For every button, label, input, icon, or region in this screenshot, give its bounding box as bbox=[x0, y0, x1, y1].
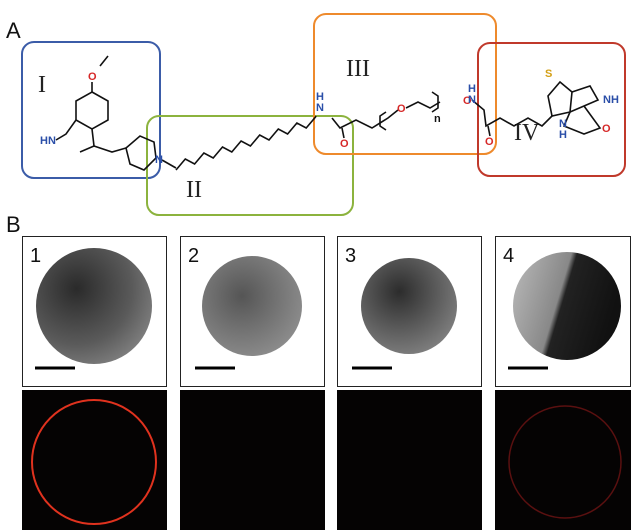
atom-label: HN bbox=[40, 135, 56, 147]
bead-image bbox=[202, 256, 302, 356]
figure: A B I II III IV OHNNHNOOnOHNOSNHHNO1234 bbox=[0, 0, 632, 530]
atom-label: O bbox=[397, 103, 406, 115]
atom-label: N bbox=[559, 118, 567, 130]
bead-image bbox=[361, 258, 457, 354]
region-label: III bbox=[346, 56, 370, 82]
region-label: II bbox=[186, 177, 202, 203]
atom-label: n bbox=[434, 113, 441, 125]
region-box bbox=[22, 42, 160, 178]
fluorescence-image bbox=[337, 390, 482, 530]
atom-label: O bbox=[602, 123, 611, 135]
atom-label: N bbox=[468, 94, 476, 106]
fluorescence-image bbox=[22, 390, 167, 530]
bead-image bbox=[513, 252, 621, 360]
region-label: I bbox=[38, 72, 46, 98]
atom-label: O bbox=[88, 71, 97, 83]
panel-label: B bbox=[6, 212, 21, 237]
molecule-skeleton bbox=[56, 56, 600, 170]
panel-number: 3 bbox=[345, 245, 356, 267]
atom-label: N bbox=[316, 102, 324, 114]
atom-label: N bbox=[155, 154, 163, 166]
atom-label: O bbox=[485, 136, 494, 148]
region-box bbox=[147, 116, 353, 215]
atom-label: S bbox=[545, 68, 552, 80]
bead-image bbox=[36, 248, 152, 364]
panel-label: A bbox=[6, 18, 21, 43]
panel-number: 4 bbox=[503, 245, 514, 267]
fluorescence-image bbox=[495, 390, 631, 530]
atom-label: O bbox=[340, 138, 349, 150]
fluorescence-image bbox=[180, 390, 325, 530]
panel-number: 1 bbox=[30, 245, 41, 267]
atom-label: NH bbox=[603, 94, 619, 106]
atom-label: H bbox=[559, 129, 567, 141]
panel-number: 2 bbox=[188, 245, 199, 267]
